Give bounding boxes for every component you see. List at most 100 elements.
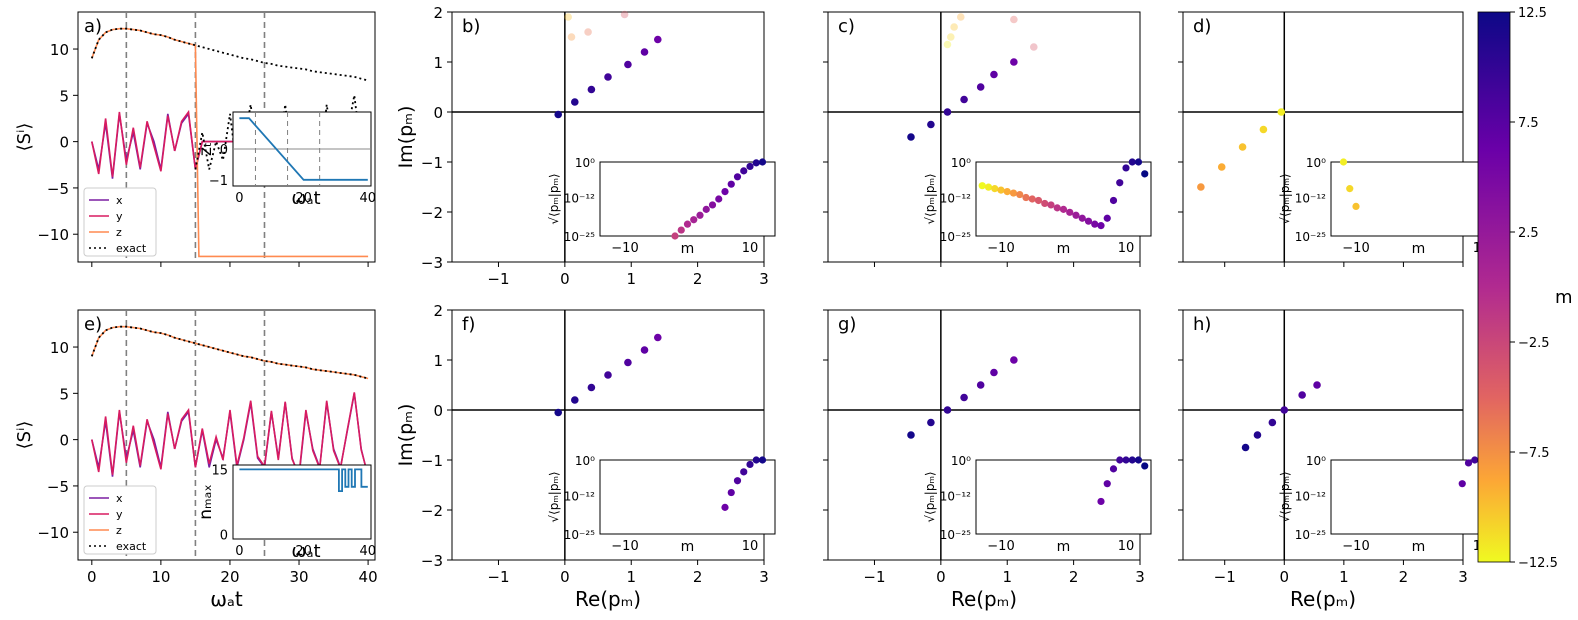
x-tick-label: 10 [151,568,170,586]
inset-y-label: √⟨pₘ|pₘ⟩ [547,173,561,224]
inset: 10⁰ 10⁻¹² 10⁻²⁵ −10 10 m √⟨pₘ|pₘ⟩ [923,156,1152,257]
inset-point [1352,202,1360,210]
inset-y-tick-label: 15 [211,463,228,478]
inset-y-label: √⟨pₘ|pₘ⟩ [923,471,937,522]
y-tick-label: 0 [59,432,69,450]
inset-point [740,167,748,175]
point [1217,163,1226,171]
point [950,23,958,31]
inset-point [1116,179,1124,187]
y-tick-label: 2 [433,4,443,22]
y-tick-label: −1 [421,452,443,470]
point [653,333,662,342]
inset-point [1464,459,1473,467]
inset-y-tick-label: 10⁻²⁵ [564,528,595,542]
x-axis-label: Re(pₘ) [575,587,641,611]
inset-y-tick-label: 10⁰ [951,454,971,468]
y-tick-label: 1 [433,54,443,72]
inset-y-tick-label: 10⁻¹² [1295,490,1326,504]
inset-point [1122,456,1130,464]
point [943,40,952,49]
y-tick-label: 5 [59,87,69,105]
point [604,73,612,81]
inset-y-tick-label: 10⁻¹² [940,192,971,206]
legend-label-y: y [116,508,123,521]
colorbar-tick-label: −2.5 [1518,336,1550,351]
legend-label-x: x [116,492,123,505]
y-tick-label: 1 [433,352,443,370]
inset-point [690,216,698,224]
panel-label: h) [1193,314,1211,335]
inset-point [1009,189,1018,197]
y-tick-label: −3 [421,254,443,272]
inset-point [1072,211,1080,219]
inset-point [1022,193,1030,202]
inset-point [1097,497,1105,506]
inset-point [1097,222,1105,230]
inset-x-tick-label: −10 [611,539,638,554]
inset-x-tick-label: 20 [295,191,312,206]
x-tick-label: 20 [220,568,239,586]
panel-label: d) [1193,16,1211,37]
point [1298,391,1306,399]
inset-point [997,186,1005,194]
series-y [91,392,369,478]
point [990,70,998,79]
inset-point [1122,164,1130,172]
inset-point [683,220,692,228]
inset-y-label: √⟨pₘ|pₘ⟩ [1278,173,1292,224]
y-tick-label: −10 [37,226,69,244]
point [567,33,576,41]
inset-point [1047,201,1055,209]
inset-point [758,158,767,166]
x-tick-label: 2 [1399,568,1409,586]
point [1197,183,1205,191]
point [943,406,952,414]
inset-y-label: √⟨pₘ|pₘ⟩ [1278,471,1292,522]
x-axis-label: Re(pₘ) [951,587,1017,611]
colorbar-label: m [1555,287,1573,308]
inset-x-tick-label: −10 [1342,539,1369,554]
inset-frame [975,161,1152,237]
inset-x-tick-label: −10 [987,241,1014,256]
inset-point [1141,462,1149,470]
legend-label-exact: exact [116,242,147,255]
point [564,13,572,21]
inset-y-tick-label: 0 [220,529,228,544]
point [640,346,649,354]
inset-point [677,226,685,234]
x-tick-label: 2 [1069,568,1079,586]
inset-y-tick-label: 10⁰ [1306,156,1326,170]
inset-y-tick-label: −1 [209,174,228,189]
inset-point [708,201,717,209]
panel-label: a) [84,16,102,37]
inset-x-tick-label: 40 [360,191,377,206]
y-axis-label: Im(pₘ) [395,404,417,467]
colorbar-tick-label: 7.5 [1518,116,1539,131]
inset-y-label: zₜ [196,142,216,156]
panel-label: e) [84,314,102,335]
legend: xyz exact [83,485,157,555]
point [976,83,985,91]
inset-point [1034,196,1043,205]
point [1277,108,1286,116]
point [620,10,629,19]
x-tick-label: 40 [359,568,378,586]
inset-x-label: ωₐt [291,541,320,562]
inset-point [1458,480,1466,488]
panel-label: c) [838,16,855,37]
y-axis-label: Im(pₘ) [395,106,417,169]
colorbar-tick-label: 2.5 [1518,226,1539,241]
inset-point [727,488,735,497]
y-tick-label: 2 [433,302,443,320]
inset-point [702,205,710,213]
inset-y-label: nₘₐₓ [196,484,216,520]
legend-label-exact: exact [116,540,147,553]
x-tick-label: 1 [1002,568,1012,586]
inset-point [752,456,760,464]
point [927,120,935,129]
y-tick-label: 0 [433,402,443,420]
point [584,28,592,36]
colorbar-gradient [1477,11,1511,563]
inset-point [1091,220,1099,228]
